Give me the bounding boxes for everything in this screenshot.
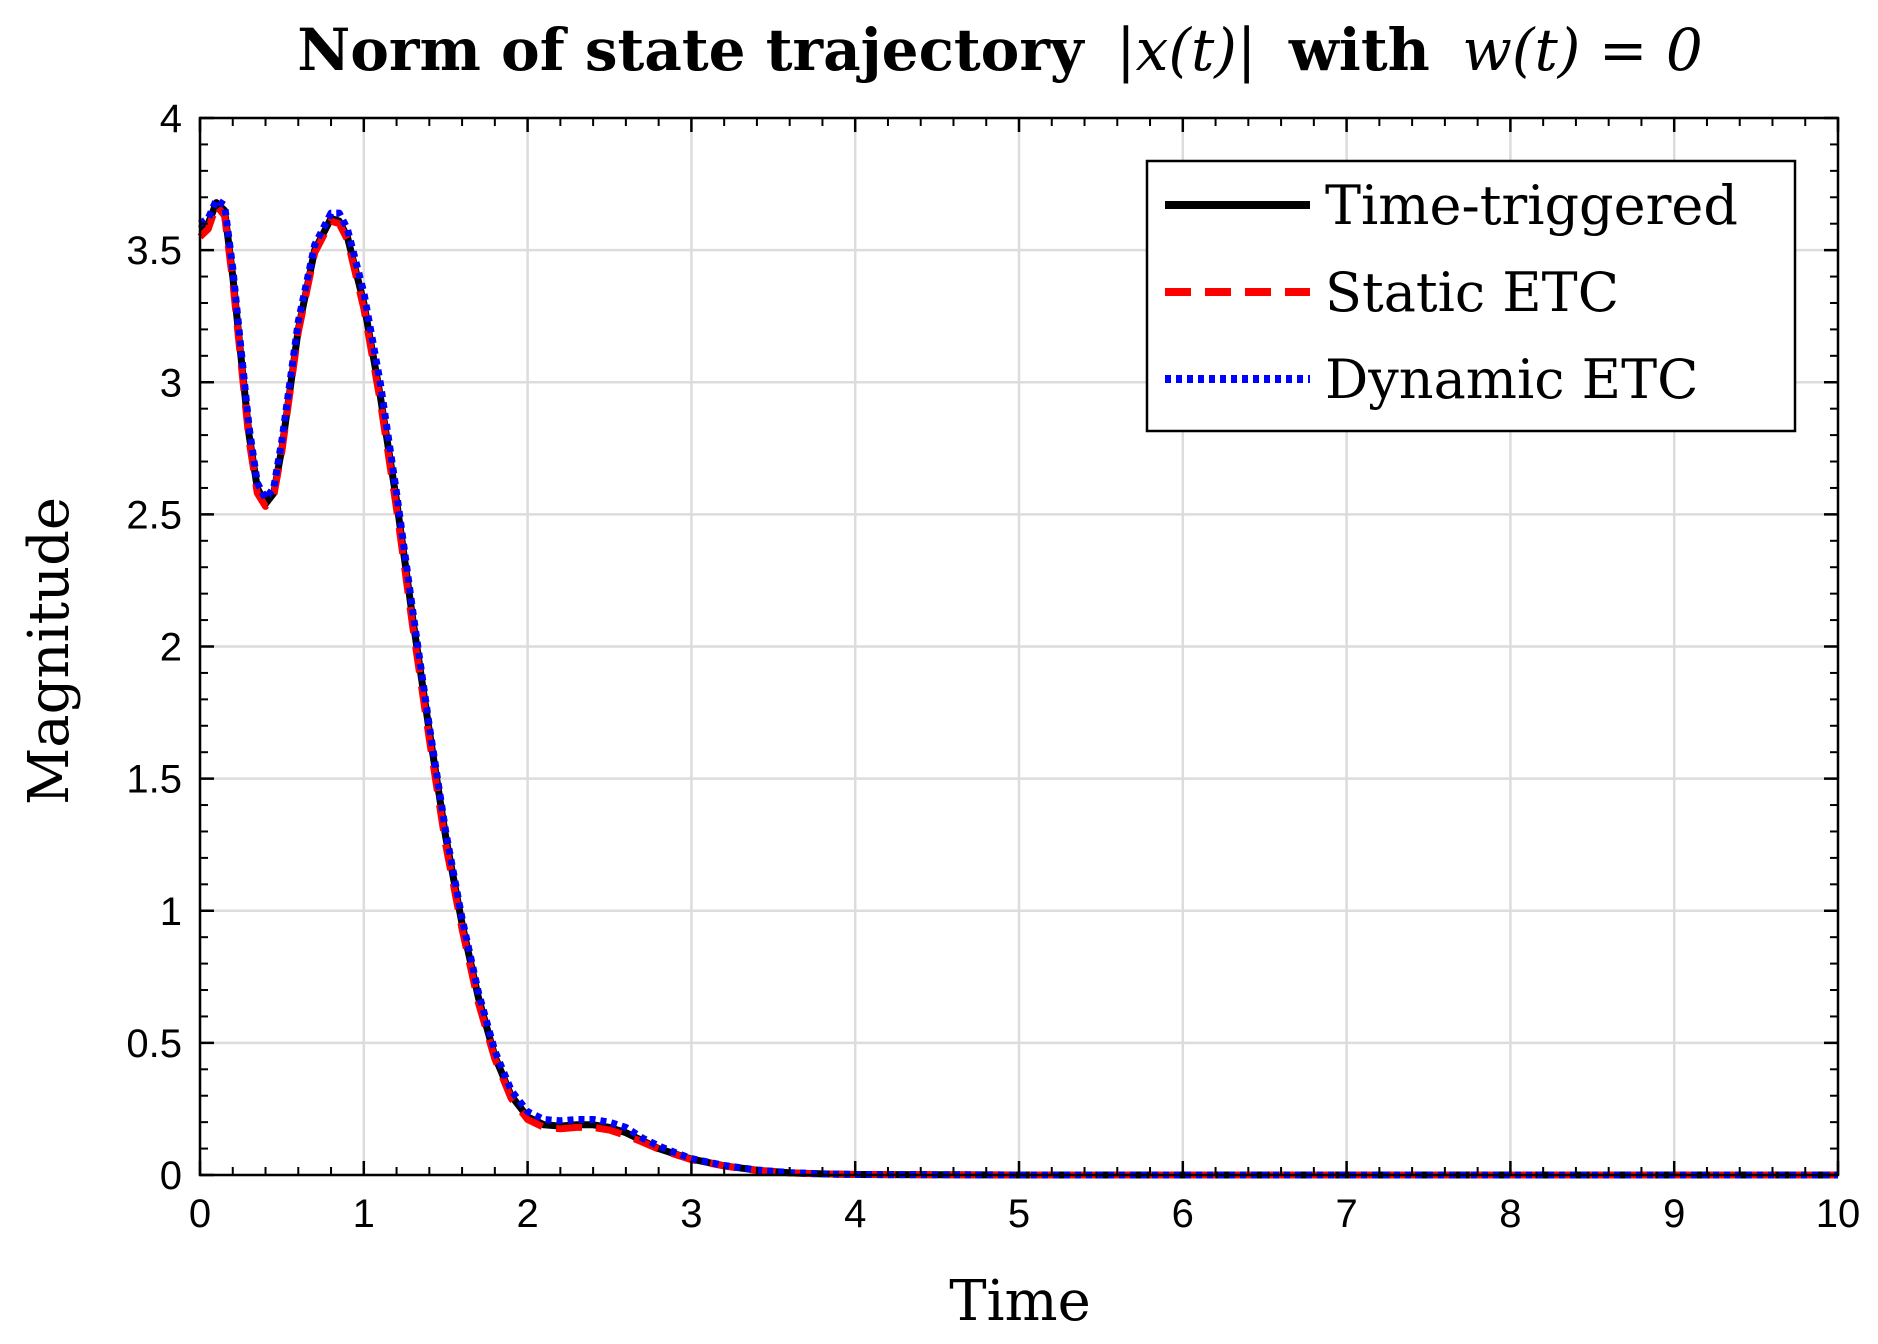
x-tick-label: 8: [1499, 1192, 1521, 1236]
legend-label: Static ETC: [1325, 261, 1619, 324]
x-tick-label: 3: [680, 1192, 702, 1236]
y-tick-label: 0: [160, 1154, 182, 1198]
x-tick-label: 7: [1335, 1192, 1357, 1236]
chart-title: Norm of state trajectory |x(t)| with w(t…: [297, 16, 1703, 84]
x-tick-label: 6: [1172, 1192, 1194, 1236]
legend-items: Time-triggered Static ETC Dynamic ETC: [1165, 174, 1738, 411]
title-math-cond: w(t) = 0: [1462, 16, 1703, 84]
x-axis-label: Time: [949, 1269, 1091, 1334]
title-with: with: [1288, 16, 1430, 84]
x-tick-label: 10: [1816, 1192, 1861, 1236]
y-tick-label: 0.5: [126, 1022, 182, 1066]
x-tick-label: 1: [353, 1192, 375, 1236]
y-tick-label: 1: [160, 890, 182, 934]
legend-label: Dynamic ETC: [1325, 348, 1698, 411]
x-tick-label: 5: [1008, 1192, 1030, 1236]
title-math-norm: |x(t)|: [1116, 16, 1256, 84]
y-axis-label: Magnitude: [17, 497, 82, 805]
x-tick-label: 2: [516, 1192, 538, 1236]
y-tick-label: 3.5: [126, 229, 182, 273]
x-tick-label: 4: [844, 1192, 866, 1236]
y-tick-label: 3: [160, 361, 182, 405]
x-tick-label: 9: [1663, 1192, 1685, 1236]
title-bold-text: Norm of state trajectory: [297, 16, 1086, 84]
ticks-layer: 0 1 2 3 4 5 6 7 8 9 10 0 0.5 1 1.5 2 2.5 3 3.5 4: [126, 97, 1860, 1236]
legend-label: Time-triggered: [1325, 174, 1738, 237]
y-tick-label: 4: [160, 97, 182, 141]
legend: Time-triggered Static ETC Dynamic ETC: [1145, 159, 1797, 433]
y-tick-label: 2: [160, 626, 182, 670]
x-tick-label: 0: [189, 1192, 211, 1236]
y-tick-label: 2.5: [126, 493, 182, 537]
y-tick-label: 1.5: [126, 758, 182, 802]
